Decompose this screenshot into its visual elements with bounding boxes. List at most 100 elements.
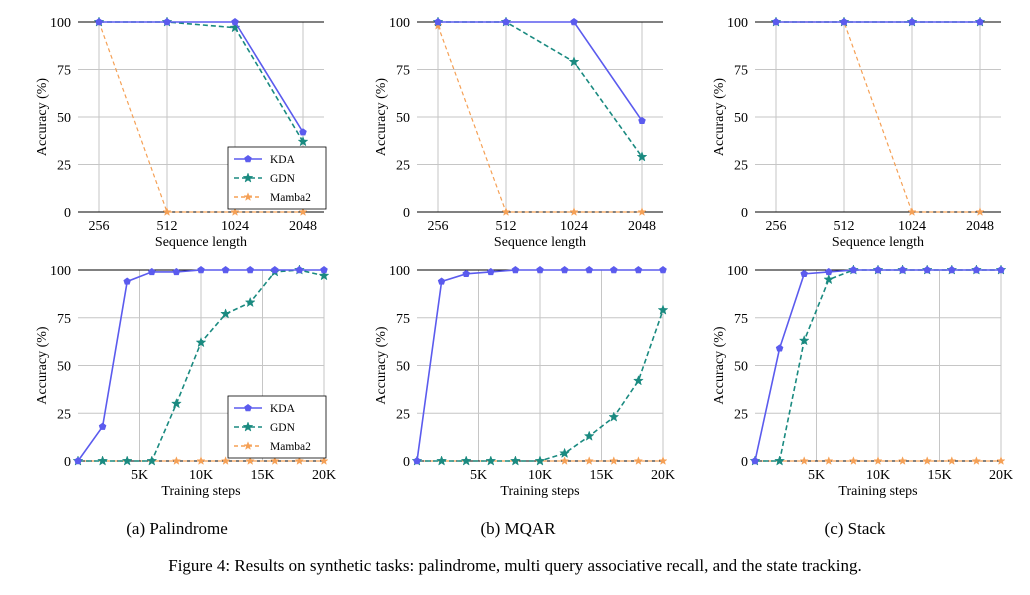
legend-label-mamba2: Mamba2	[270, 192, 311, 204]
point-gdn	[559, 447, 571, 458]
legend-label-kda: KDA	[270, 154, 296, 166]
chart-mqar-steps: 0 25 50 75 100 5K 10K 15K 20K Training steps Accur…	[374, 264, 675, 499]
xtick-label: 20K	[989, 468, 1013, 483]
point-kda	[148, 267, 156, 276]
legend-label-gdn: GDN	[270, 422, 296, 434]
point-gdn	[657, 304, 669, 315]
point-kda	[825, 267, 833, 276]
ytick-label: 0	[403, 455, 410, 470]
point-kda	[972, 266, 981, 274]
chart-panels: 0 25 50 75 100 256 512 1024 2048 Sequence length A…	[35, 16, 1013, 499]
y-axis-label: Accuracy (%)	[712, 326, 727, 404]
point-mamba2	[898, 456, 908, 465]
legend-label-mamba2: Mamba2	[270, 441, 311, 453]
xtick-label: 20K	[312, 468, 336, 483]
xtick-label: 2048	[966, 219, 994, 234]
point-gdn	[485, 455, 497, 466]
xtick-label: 5K	[808, 468, 825, 483]
x-axis-label: Training steps	[838, 484, 917, 499]
point-mamba2	[971, 456, 981, 465]
ytick-label: 100	[50, 264, 71, 279]
point-gdn	[583, 430, 595, 441]
chart-stack-seq: 0 25 50 75 100 256 512 1024 2048 Sequence length A…	[712, 16, 1001, 250]
point-kda	[772, 18, 780, 26]
point-mamba2	[560, 456, 570, 465]
ytick-label: 75	[734, 312, 748, 327]
series-gdn	[93, 16, 309, 147]
point-kda	[610, 266, 618, 274]
point-mamba2	[569, 207, 579, 216]
xtick-label: 20K	[651, 468, 675, 483]
series-line-gdn	[438, 21, 643, 158]
x-axis-label: Training steps	[161, 484, 240, 499]
xtick-label: 10K	[189, 468, 213, 483]
point-kda	[570, 18, 578, 26]
point-mamba2	[171, 456, 181, 465]
point-kda	[172, 267, 181, 276]
ytick-label: 50	[396, 111, 410, 126]
series-kda	[74, 266, 328, 465]
point-gdn	[220, 308, 232, 319]
point-kda	[849, 266, 858, 274]
point-mamba2	[501, 207, 511, 216]
y-axis-label: Accuracy (%)	[35, 326, 50, 404]
point-gdn	[798, 334, 810, 346]
point-gdn	[774, 455, 786, 466]
xtick-label: 1024	[898, 219, 926, 234]
legend: KDA GDN Mamba2	[227, 395, 327, 459]
subcaption-b: (b) MQAR	[480, 519, 556, 538]
y-axis-label: Accuracy (%)	[374, 326, 389, 404]
ytick-label: 25	[396, 159, 410, 174]
point-kda	[585, 266, 593, 274]
xtick-label: 15K	[927, 468, 951, 483]
ytick-label: 25	[57, 159, 71, 174]
point-gdn	[195, 336, 207, 348]
point-mamba2	[848, 456, 858, 465]
subcaption-c: (c) Stack	[825, 519, 886, 538]
ytick-label: 25	[396, 407, 410, 422]
ytick-label: 50	[57, 111, 71, 126]
ytick-label: 25	[734, 407, 748, 422]
legend-marker-gdn	[242, 421, 254, 432]
point-mamba2	[294, 456, 304, 465]
series-kda	[772, 18, 984, 26]
point-gdn	[146, 455, 158, 466]
ytick-label: 100	[727, 264, 748, 279]
point-mamba2	[658, 456, 668, 465]
ytick-label: 100	[389, 16, 410, 31]
point-kda	[123, 277, 131, 285]
point-kda	[908, 18, 916, 26]
x-axis-label: Sequence length	[155, 235, 247, 250]
ytick-label: 50	[734, 111, 748, 126]
legend-marker-kda	[244, 404, 252, 412]
series-kda	[434, 18, 646, 125]
point-kda	[511, 266, 520, 274]
point-kda	[536, 266, 544, 274]
xtick-label: 256	[766, 219, 787, 234]
point-kda	[231, 18, 239, 26]
ytick-label: 0	[64, 455, 71, 470]
xtick-label: 512	[834, 219, 855, 234]
point-mamba2	[433, 21, 443, 30]
y-axis-label: Accuracy (%)	[374, 78, 389, 156]
point-mamba2	[270, 456, 280, 465]
ytick-label: 50	[57, 360, 71, 375]
point-mamba2	[996, 456, 1006, 465]
figure-caption: Figure 4: Results on synthetic tasks: pa…	[168, 556, 862, 575]
point-mamba2	[221, 456, 231, 465]
point-mamba2	[824, 456, 834, 465]
point-kda	[320, 266, 328, 274]
point-kda	[638, 116, 646, 125]
point-kda	[560, 266, 569, 274]
point-kda	[271, 266, 279, 274]
point-kda	[775, 344, 784, 352]
point-mamba2	[947, 456, 957, 465]
xtick-label: 256	[428, 219, 449, 234]
series-line-mamba2	[776, 21, 980, 213]
ytick-label: 25	[734, 159, 748, 174]
point-mamba2	[162, 207, 172, 216]
series-kda	[751, 266, 1005, 465]
ytick-label: 75	[396, 64, 410, 79]
point-kda	[299, 128, 307, 136]
xtick-label: 10K	[528, 468, 552, 483]
